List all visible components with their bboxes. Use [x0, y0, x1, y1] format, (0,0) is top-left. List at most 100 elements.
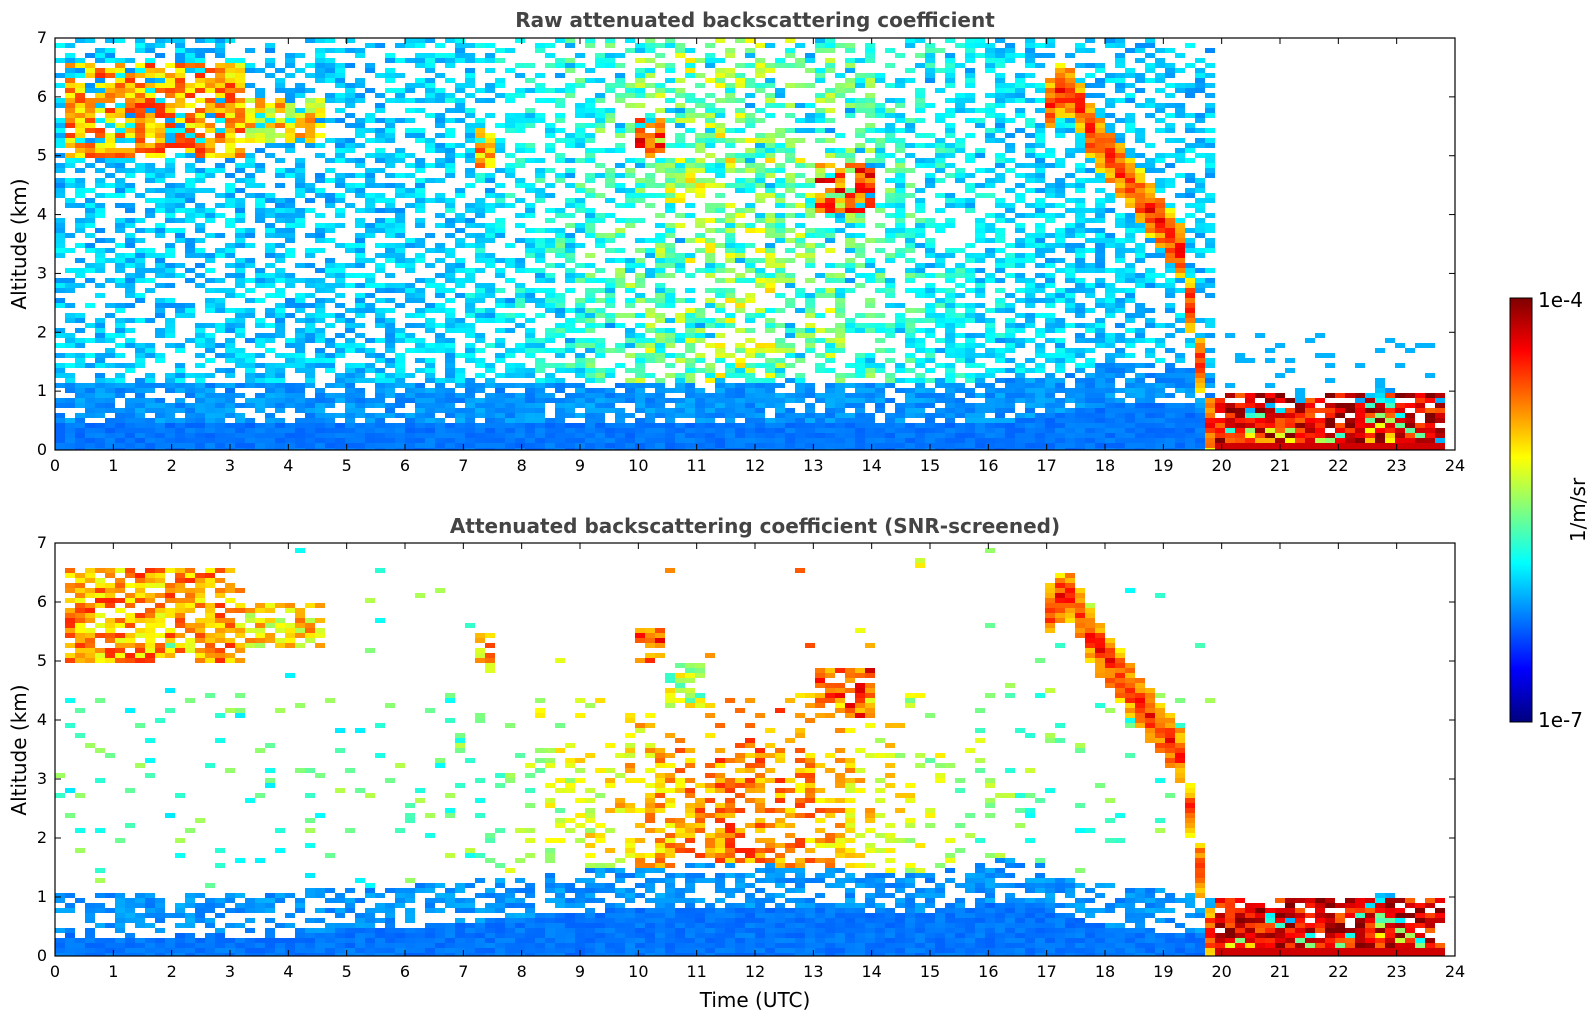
- heatmap-cell: [375, 308, 385, 313]
- heatmap-cell: [435, 393, 445, 398]
- heatmap-cell: [665, 413, 675, 418]
- heatmap-cell: [655, 213, 665, 218]
- heatmap-cell: [885, 83, 895, 88]
- heatmap-cell: [145, 113, 155, 118]
- heatmap-cell: [835, 428, 845, 433]
- heatmap-cell: [585, 233, 595, 238]
- heatmap-cell: [835, 213, 845, 218]
- heatmap-cell: [715, 183, 725, 188]
- heatmap-cell: [295, 223, 305, 228]
- heatmap-cell: [665, 208, 675, 213]
- heatmap-cell: [545, 363, 555, 368]
- heatmap-cell: [65, 203, 75, 208]
- heatmap-cell: [525, 398, 535, 403]
- heatmap-cell: [405, 163, 415, 168]
- heatmap-cell: [295, 68, 305, 73]
- heatmap-cell: [195, 188, 205, 193]
- heatmap-cell: [115, 163, 125, 168]
- heatmap-cell: [575, 228, 585, 233]
- heatmap-cell: [95, 108, 105, 113]
- heatmap-cell: [785, 353, 795, 358]
- heatmap-cell: [965, 418, 975, 423]
- heatmap-cell: [715, 193, 725, 198]
- heatmap-cell: [295, 113, 305, 118]
- heatmap-cell: [745, 413, 755, 418]
- heatmap-cell: [945, 68, 955, 73]
- heatmap-cell: [835, 83, 845, 88]
- heatmap-cell: [95, 378, 105, 383]
- heatmap-cell: [415, 58, 425, 63]
- heatmap-cell: [625, 223, 635, 228]
- heatmap-cell: [765, 113, 775, 118]
- heatmap-cell: [75, 143, 85, 148]
- heatmap-cell: [245, 118, 255, 123]
- heatmap-cell: [175, 313, 185, 318]
- heatmap-cell: [55, 278, 65, 283]
- heatmap-cell: [655, 358, 665, 363]
- heatmap-cell: [315, 223, 325, 228]
- heatmap-cell: [455, 433, 465, 438]
- heatmap-cell: [155, 68, 165, 73]
- heatmap-cell: [495, 433, 505, 438]
- heatmap-cell: [795, 63, 805, 68]
- heatmap-cell: [95, 338, 105, 343]
- heatmap-cell: [735, 248, 745, 253]
- heatmap-cell: [275, 198, 285, 203]
- heatmap-cell: [815, 138, 825, 143]
- heatmap-cell: [915, 233, 925, 238]
- heatmap-cell: [445, 438, 455, 443]
- heatmap-cell: [265, 138, 275, 143]
- heatmap-cell: [305, 373, 315, 378]
- heatmap-cell: [355, 293, 365, 298]
- heatmap-cell: [415, 278, 425, 283]
- heatmap-cell: [715, 398, 725, 403]
- heatmap-cell: [975, 373, 985, 378]
- heatmap-cell: [445, 63, 455, 68]
- heatmap-cell: [265, 233, 275, 238]
- heatmap-cell: [585, 123, 595, 128]
- heatmap-cell: [1015, 383, 1025, 388]
- heatmap-cell: [995, 83, 1005, 88]
- heatmap-cell: [745, 383, 755, 388]
- heatmap-cell: [625, 303, 635, 308]
- heatmap-cell: [95, 263, 105, 268]
- heatmap-cell: [995, 438, 1005, 443]
- heatmap-cell: [315, 118, 325, 123]
- heatmap-cell: [125, 203, 135, 208]
- heatmap-cell: [475, 138, 485, 143]
- heatmap-cell: [65, 143, 75, 148]
- heatmap-cell: [745, 48, 755, 53]
- heatmap-cell: [135, 423, 145, 428]
- heatmap-cell: [355, 388, 365, 393]
- heatmap-cell: [665, 433, 675, 438]
- heatmap-cell: [975, 228, 985, 233]
- heatmap-cell: [65, 373, 75, 378]
- heatmap-cell: [175, 63, 185, 68]
- heatmap-cell: [375, 423, 385, 428]
- heatmap-cell: [995, 113, 1005, 118]
- heatmap-cell: [885, 233, 895, 238]
- heatmap-cell: [265, 313, 275, 318]
- heatmap-cell: [895, 323, 905, 328]
- heatmap-cell: [855, 163, 865, 168]
- heatmap-cell: [735, 343, 745, 348]
- heatmap-cell: [225, 173, 235, 178]
- heatmap-cell: [135, 348, 145, 353]
- heatmap-cell: [585, 413, 595, 418]
- heatmap-cell: [325, 223, 335, 228]
- heatmap-cell: [955, 333, 965, 338]
- heatmap-cell: [1035, 188, 1045, 193]
- heatmap-cell: [825, 433, 835, 438]
- heatmap-cell: [455, 98, 465, 103]
- heatmap-cell: [65, 108, 75, 113]
- heatmap-cell: [895, 428, 905, 433]
- heatmap-cell: [665, 318, 675, 323]
- heatmap-cell: [295, 398, 305, 403]
- heatmap-cell: [215, 118, 225, 123]
- heatmap-cell: [995, 38, 1005, 43]
- heatmap-cell: [905, 428, 915, 433]
- heatmap-cell: [685, 403, 695, 408]
- heatmap-cell: [885, 443, 895, 448]
- heatmap-cell: [535, 393, 545, 398]
- heatmap-cell: [675, 403, 685, 408]
